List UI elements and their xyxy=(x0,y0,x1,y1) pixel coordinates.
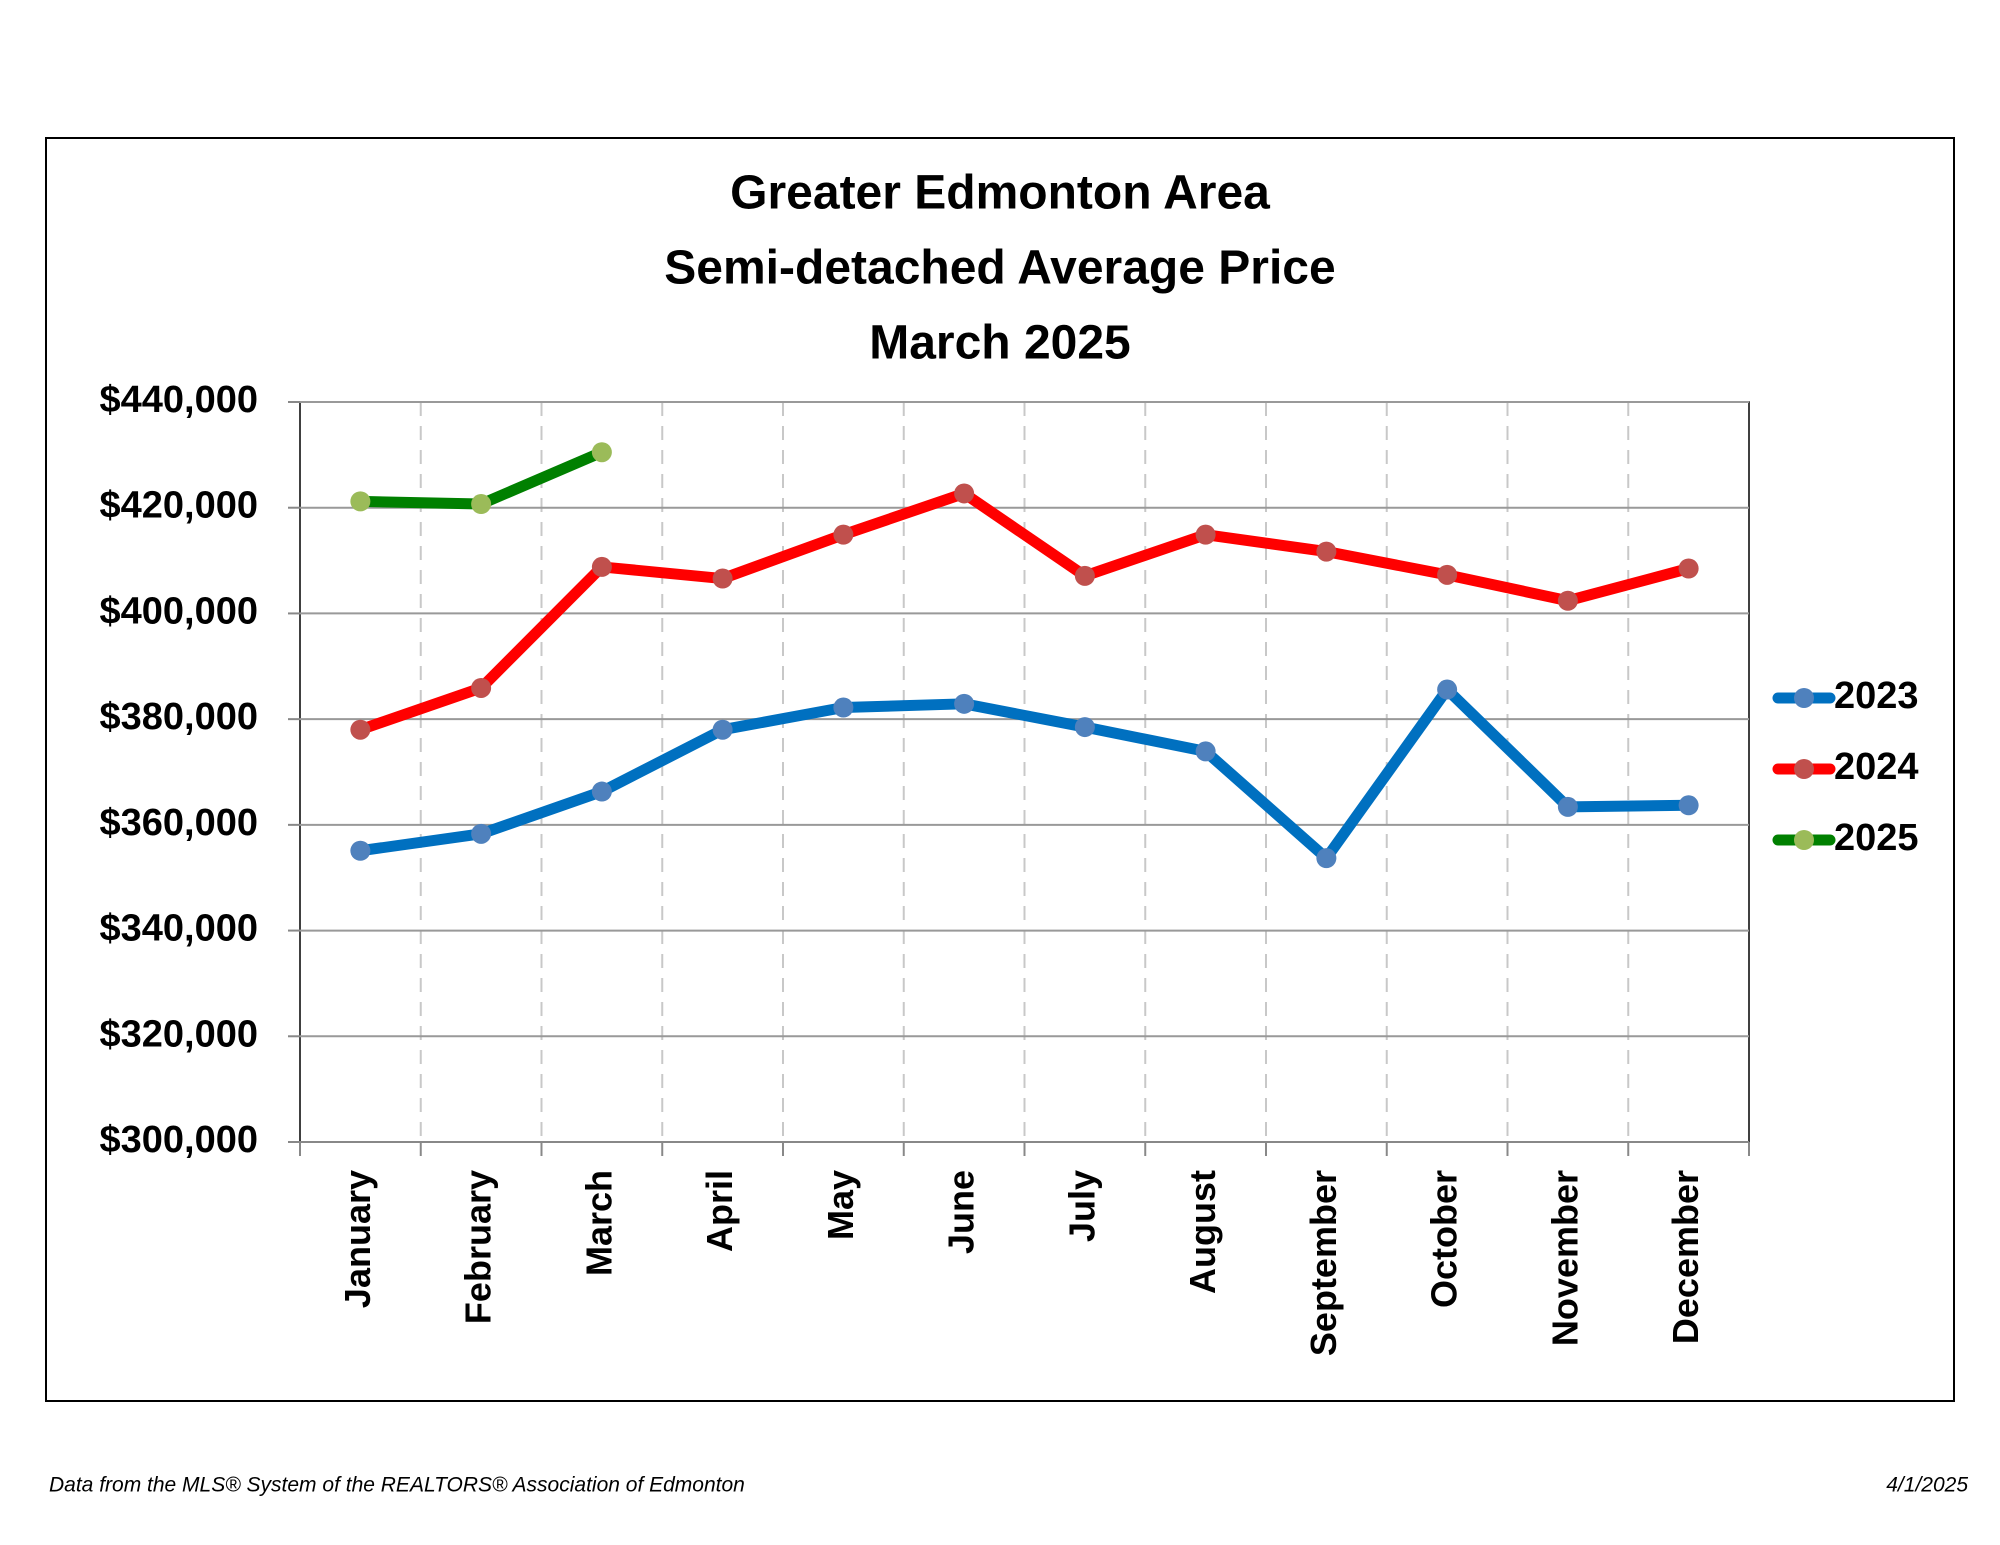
data-point xyxy=(1678,558,1699,579)
legend-label: 2024 xyxy=(1834,746,1919,788)
data-point xyxy=(954,483,975,504)
x-tick-label: April xyxy=(699,1170,740,1252)
x-tick-label: August xyxy=(1182,1170,1223,1294)
x-tick-label: December xyxy=(1665,1170,1706,1344)
x-tick-label: November xyxy=(1544,1170,1585,1346)
legend-label: 2023 xyxy=(1834,675,1919,717)
data-point xyxy=(1074,717,1095,738)
data-point xyxy=(833,697,854,718)
legend-marker xyxy=(1794,830,1814,850)
chart-title: Semi-detached Average Price xyxy=(664,242,1335,295)
y-tick-label: $400,000 xyxy=(100,590,259,632)
data-point xyxy=(350,491,371,512)
y-tick-label: $440,000 xyxy=(100,379,259,421)
data-point xyxy=(591,781,612,802)
data-point xyxy=(1437,564,1458,585)
data-point xyxy=(350,719,371,740)
chart-title: Greater Edmonton Area xyxy=(730,167,1270,220)
data-point xyxy=(1316,848,1337,869)
series-line xyxy=(354,487,1695,736)
y-tick-label: $320,000 xyxy=(100,1013,259,1055)
x-tick-label: May xyxy=(820,1170,861,1240)
data-point xyxy=(712,719,733,740)
data-point xyxy=(1195,741,1216,762)
x-tick-label: September xyxy=(1303,1170,1344,1356)
data-point xyxy=(954,693,975,714)
y-tick-label: $420,000 xyxy=(100,485,259,527)
data-point xyxy=(1557,796,1578,817)
legend-label: 2025 xyxy=(1834,817,1919,859)
series-line xyxy=(354,684,1695,864)
data-point xyxy=(591,556,612,577)
data-point xyxy=(1074,565,1095,586)
x-tick-label: March xyxy=(578,1170,619,1276)
data-point xyxy=(1678,795,1699,816)
x-tick-label: January xyxy=(337,1170,378,1308)
data-point xyxy=(1437,679,1458,700)
x-tick-label: June xyxy=(941,1170,982,1254)
source-note: Data from the MLS® System of the REALTOR… xyxy=(49,1474,745,1497)
data-point xyxy=(1557,590,1578,611)
y-tick-label: $340,000 xyxy=(100,908,259,950)
data-point xyxy=(350,840,371,861)
x-tick-label: February xyxy=(458,1170,499,1324)
y-tick-label: $380,000 xyxy=(100,696,259,738)
data-point xyxy=(712,568,733,589)
data-point xyxy=(833,524,854,545)
legend-marker xyxy=(1794,759,1814,779)
x-tick-label: October xyxy=(1424,1170,1465,1308)
chart-title: March 2025 xyxy=(869,317,1131,370)
legend-marker xyxy=(1794,688,1814,708)
data-point xyxy=(471,677,492,698)
y-tick-label: $300,000 xyxy=(100,1119,259,1161)
data-point xyxy=(471,823,492,844)
data-point xyxy=(1195,524,1216,545)
date-note: 4/1/2025 xyxy=(1886,1474,1968,1497)
data-point xyxy=(1316,541,1337,562)
data-point xyxy=(471,494,492,515)
data-point xyxy=(591,442,612,463)
x-tick-label: July xyxy=(1061,1170,1102,1242)
y-tick-label: $360,000 xyxy=(100,802,259,844)
